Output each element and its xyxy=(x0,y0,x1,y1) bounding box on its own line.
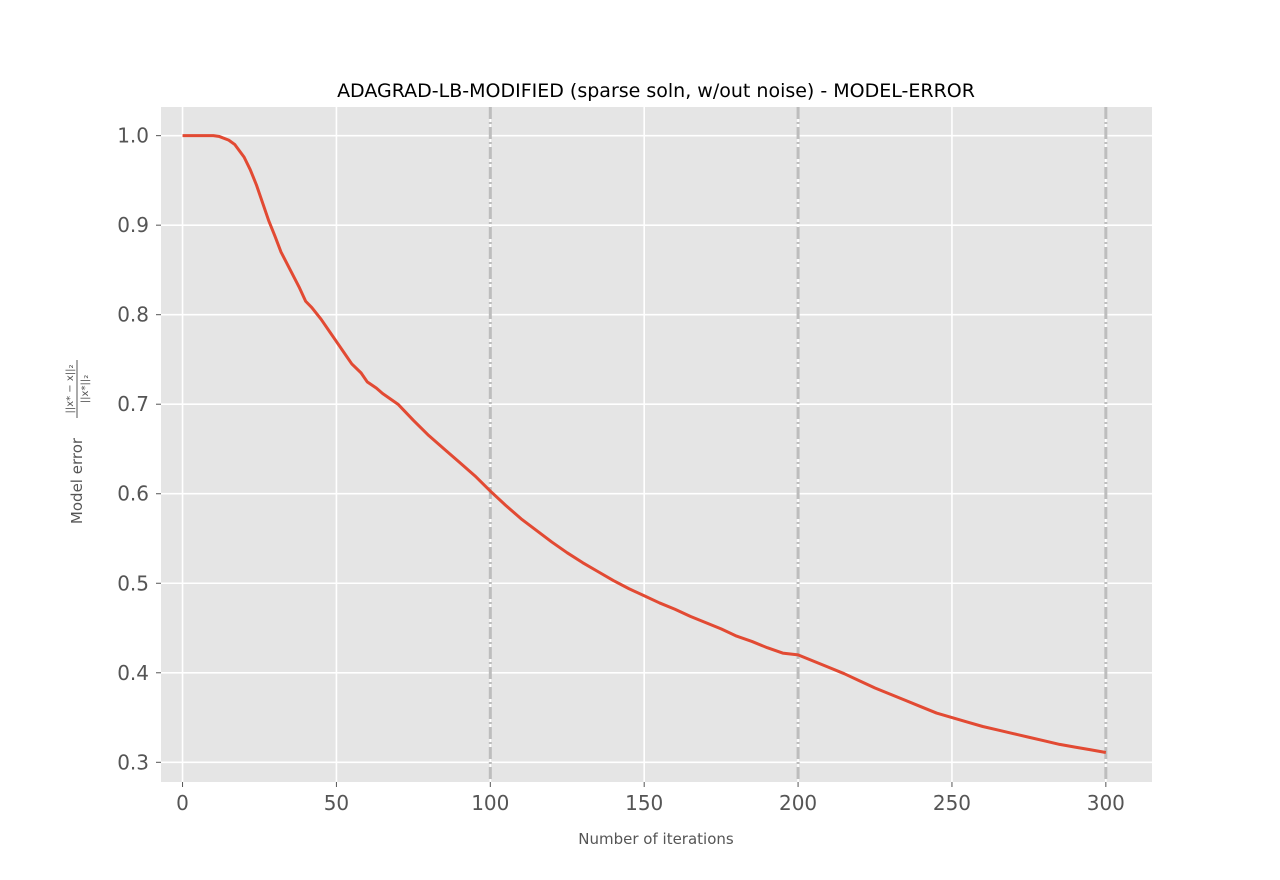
series-line xyxy=(182,134,1107,754)
plot-background xyxy=(161,107,1152,782)
y-axis-label: Model error ||x* − x||₂ ||x*||₂ xyxy=(65,360,91,524)
y-tick-label: 0.3 xyxy=(117,750,149,774)
x-tick-label: 200 xyxy=(779,791,817,815)
y-axis-ticks: 0.3 0.4 0.5 0.6 0.7 0.8 0.9 1.0 xyxy=(117,124,161,774)
x-axis-ticks: 0 50 100 150 200 250 300 xyxy=(176,782,1125,815)
grid xyxy=(161,107,1152,782)
x-tick-label: 250 xyxy=(933,791,971,815)
y-tick-label: 0.8 xyxy=(117,303,149,327)
x-tick-label: 50 xyxy=(324,791,349,815)
x-tick-label: 0 xyxy=(176,791,189,815)
chart-title: ADAGRAD-LB-MODIFIED (sparse soln, w/out … xyxy=(337,80,975,102)
y-tick-label: 0.9 xyxy=(117,213,149,237)
y-tick-label: 0.7 xyxy=(117,392,149,416)
x-tick-label: 300 xyxy=(1087,791,1125,815)
y-axis-label-numerator: ||x* − x||₂ xyxy=(65,364,76,413)
series xyxy=(182,134,1107,754)
x-tick-label: 150 xyxy=(625,791,663,815)
y-tick-label: 1.0 xyxy=(117,124,149,148)
y-tick-label: 0.5 xyxy=(117,571,149,595)
y-axis-label-denominator: ||x*||₂ xyxy=(80,375,91,403)
x-tick-label: 100 xyxy=(471,791,509,815)
y-tick-label: 0.6 xyxy=(117,482,149,506)
y-tick-label: 0.4 xyxy=(117,661,149,685)
vertical-reference-lines xyxy=(488,107,1108,782)
y-axis-label-prefix: Model error xyxy=(68,437,86,524)
x-axis-label: Number of iterations xyxy=(578,830,734,848)
